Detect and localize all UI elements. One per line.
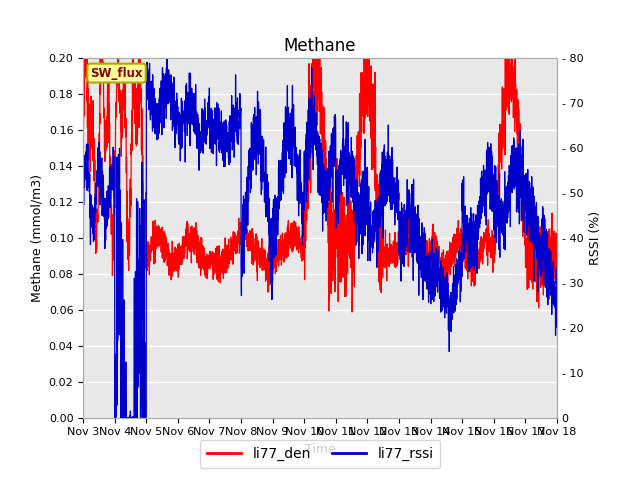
Y-axis label: RSSI (%): RSSI (%) xyxy=(589,211,602,264)
Text: SW_flux: SW_flux xyxy=(90,67,143,80)
Legend: li77_den, li77_rssi: li77_den, li77_rssi xyxy=(200,440,440,468)
Y-axis label: Methane (mmol/m3): Methane (mmol/m3) xyxy=(30,174,43,301)
Title: Methane: Methane xyxy=(284,36,356,55)
X-axis label: Time: Time xyxy=(305,443,335,456)
